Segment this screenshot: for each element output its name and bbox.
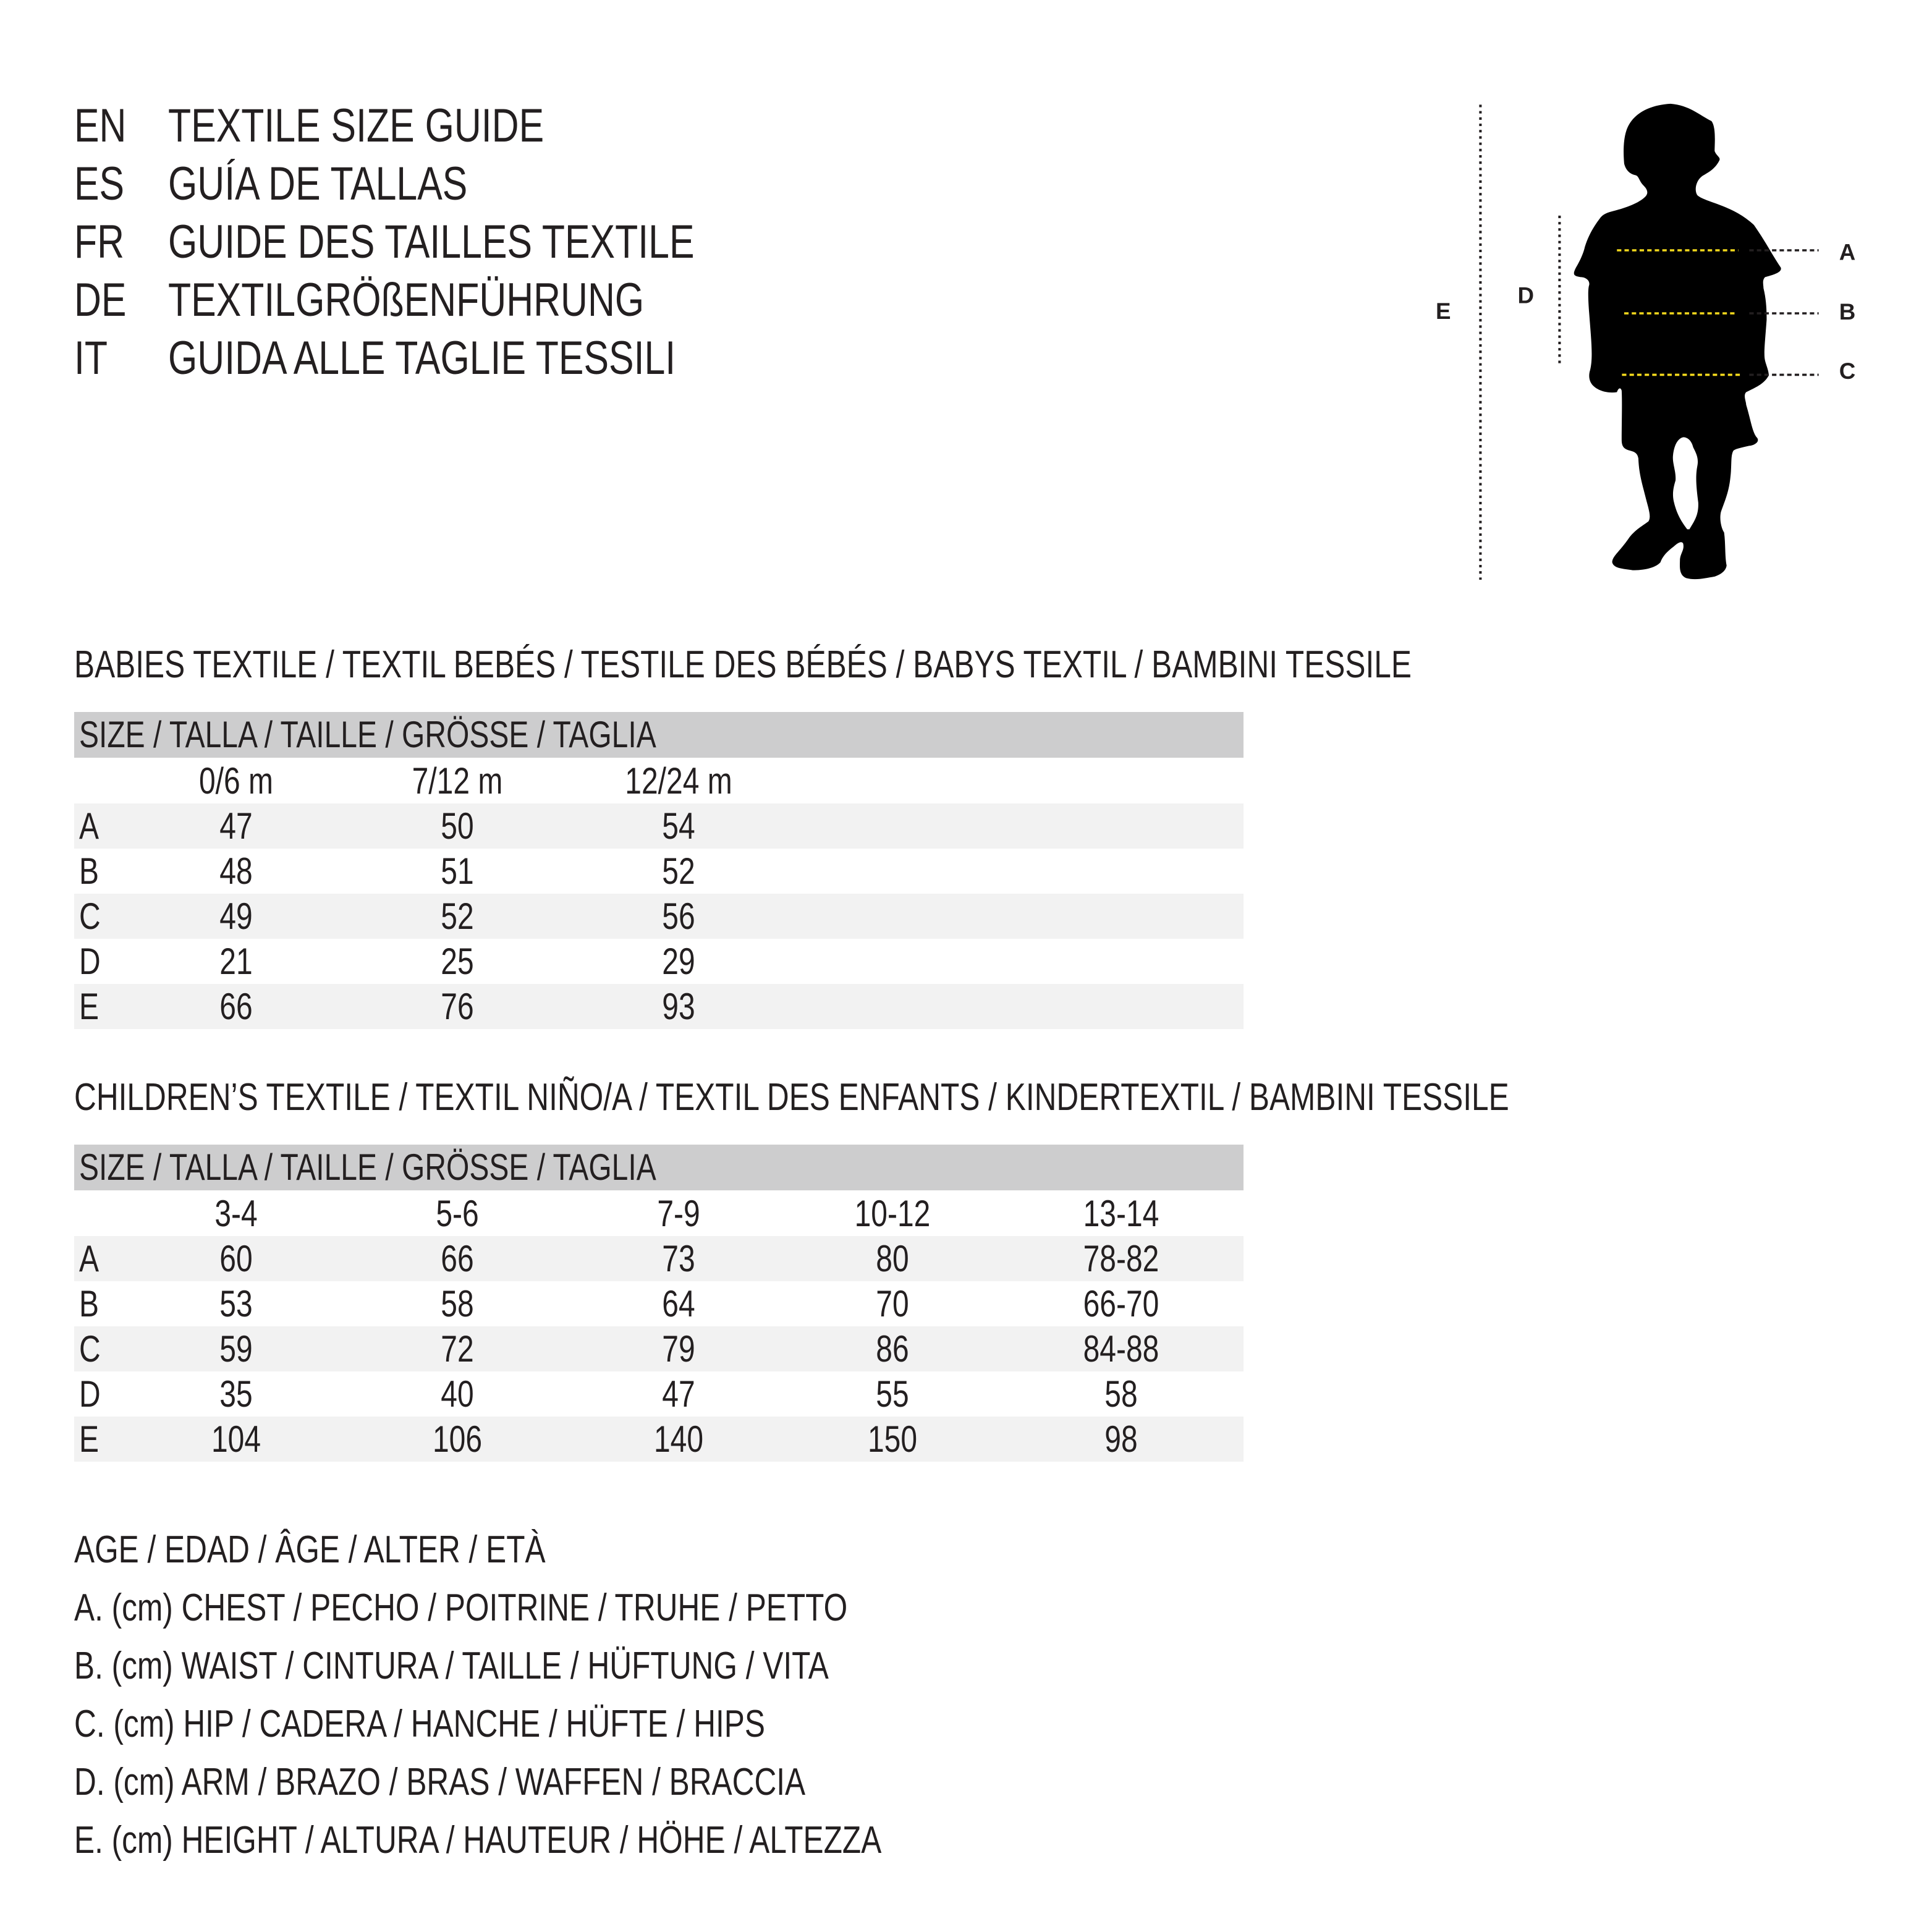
table-cell: 58 — [1104, 1373, 1138, 1415]
row-label: A — [79, 1238, 100, 1279]
table-cell: 60 — [219, 1238, 253, 1279]
table-cell: 58 — [441, 1283, 474, 1324]
table-row: C 49 52 56 — [74, 894, 1244, 939]
table-cell: 52 — [441, 896, 474, 937]
table-cell: 47 — [662, 1373, 695, 1415]
legend-item: A. (cm) CHEST / PECHO / POITRINE / TRUHE… — [74, 1587, 848, 1629]
table-cell: 104 — [211, 1418, 261, 1460]
table-row: A 60 66 73 80 78-82 — [74, 1236, 1244, 1281]
table-cell: 54 — [662, 805, 695, 847]
guide-title: GUÍA DE TALLAS — [168, 158, 468, 210]
table-cell: 66-70 — [1083, 1283, 1159, 1324]
table-cell: 106 — [432, 1418, 483, 1460]
row-label: C — [79, 896, 101, 937]
table-cell: 93 — [662, 986, 695, 1027]
table-row: B 48 51 52 — [74, 849, 1244, 894]
row-label: E — [79, 1418, 100, 1460]
language-code: EN — [74, 100, 127, 152]
legend-item: AGE / EDAD / ÂGE / ALTER / ETÀ — [74, 1528, 546, 1571]
table-cell: 21 — [219, 941, 253, 982]
table-cell: 140 — [653, 1418, 704, 1460]
column-header: 10-12 — [854, 1193, 931, 1234]
column-header: 3-4 — [214, 1193, 258, 1234]
language-code: DE — [74, 274, 127, 326]
column-header: 0/6 m — [198, 760, 274, 802]
table-cell: 80 — [876, 1238, 909, 1279]
table-row: B 53 58 64 70 66-70 — [74, 1281, 1244, 1326]
table-cell: 51 — [441, 850, 474, 892]
label-a: A — [1839, 239, 1856, 265]
legend-item: C. (cm) HIP / CADERA / HANCHE / HÜFTE / … — [74, 1703, 765, 1745]
table-cell: 55 — [876, 1373, 909, 1415]
guide-title: GUIDA ALLE TAGLIE TESSILI — [168, 332, 676, 384]
language-code: IT — [74, 332, 108, 384]
table-cell: 79 — [662, 1328, 695, 1370]
guide-title: GUIDE DES TAILLES TEXTILE — [168, 216, 695, 268]
table-cell: 40 — [441, 1373, 474, 1415]
table-cell: 49 — [219, 896, 253, 937]
column-header-row: 0/6 m 7/12 m 12/24 m — [74, 758, 1244, 803]
legend-item: E. (cm) HEIGHT / ALTURA / HAUTEUR / HÖHE… — [74, 1819, 882, 1862]
table-cell: 84-88 — [1083, 1328, 1159, 1370]
table-cell: 53 — [219, 1283, 253, 1324]
table-cell: 52 — [662, 850, 695, 892]
table-cell: 64 — [662, 1283, 695, 1324]
table-row: D 21 25 29 — [74, 939, 1244, 984]
row-label: B — [79, 850, 100, 892]
table-cell: 47 — [219, 805, 253, 847]
child-silhouette-icon — [1574, 103, 1781, 580]
column-header: 13-14 — [1083, 1193, 1159, 1234]
row-label: D — [79, 1373, 101, 1415]
table-row: A 47 50 54 — [74, 803, 1244, 849]
table-cell: 70 — [876, 1283, 909, 1324]
table-row: C 59 72 79 86 84-88 — [74, 1326, 1244, 1371]
table-row: E 66 76 93 — [74, 984, 1244, 1029]
table-cell: 98 — [1104, 1418, 1138, 1460]
table-cell: 76 — [441, 986, 474, 1027]
column-header: 7-9 — [657, 1193, 700, 1234]
label-c: C — [1839, 358, 1856, 384]
table-cell: 59 — [219, 1328, 253, 1370]
table-cell: 73 — [662, 1238, 695, 1279]
legend-item: B. (cm) WAIST / CINTURA / TAILLE / HÜFTU… — [74, 1645, 829, 1687]
table-cell: 66 — [219, 986, 253, 1027]
column-header: 12/24 m — [625, 760, 732, 802]
language-code: FR — [74, 216, 125, 268]
label-d: D — [1518, 283, 1535, 308]
children-size-header: SIZE / TALLA / TAILLE / GRÖSSE / TAGLIA — [79, 1146, 656, 1188]
babies-title: BABIES TEXTILE / TEXTIL BEBÉS / TESTILE … — [74, 643, 1412, 686]
language-code: ES — [74, 158, 125, 210]
children-title: CHILDREN’S TEXTILE / TEXTIL NIÑO/A / TEX… — [74, 1076, 1509, 1119]
table-cell: 72 — [441, 1328, 474, 1370]
table-cell: 56 — [662, 896, 695, 937]
row-label: E — [79, 986, 100, 1027]
babies-size-header-bar: SIZE / TALLA / TAILLE / GRÖSSE / TAGLIA — [74, 712, 1244, 758]
children-size-header-bar: SIZE / TALLA / TAILLE / GRÖSSE / TAGLIA — [74, 1145, 1244, 1190]
row-label: D — [79, 941, 101, 982]
table-cell: 150 — [867, 1418, 918, 1460]
guide-title: TEXTILE SIZE GUIDE — [168, 100, 544, 152]
babies-size-header: SIZE / TALLA / TAILLE / GRÖSSE / TAGLIA — [79, 714, 656, 755]
label-b: B — [1839, 299, 1856, 324]
table-cell: 66 — [441, 1238, 474, 1279]
table-cell: 86 — [876, 1328, 909, 1370]
column-header: 7/12 m — [412, 760, 503, 802]
table-cell: 29 — [662, 941, 695, 982]
column-header: 5-6 — [436, 1193, 479, 1234]
table-cell: 25 — [441, 941, 474, 982]
label-e: E — [1436, 299, 1451, 324]
row-label: C — [79, 1328, 101, 1370]
column-header-row: 3-4 5-6 7-9 10-12 13-14 — [74, 1191, 1244, 1236]
table-row: E 104 106 140 150 98 — [74, 1417, 1244, 1462]
row-label: B — [79, 1283, 100, 1324]
guide-title: TEXTILGRÖßENFÜHRUNG — [168, 274, 645, 326]
table-cell: 35 — [219, 1373, 253, 1415]
table-cell: 78-82 — [1083, 1238, 1159, 1279]
table-row: D 35 40 47 55 58 — [74, 1371, 1244, 1417]
table-cell: 48 — [219, 850, 253, 892]
row-label: A — [79, 805, 100, 847]
legend-item: D. (cm) ARM / BRAZO / BRAS / WAFFEN / BR… — [74, 1761, 806, 1803]
table-cell: 50 — [441, 805, 474, 847]
